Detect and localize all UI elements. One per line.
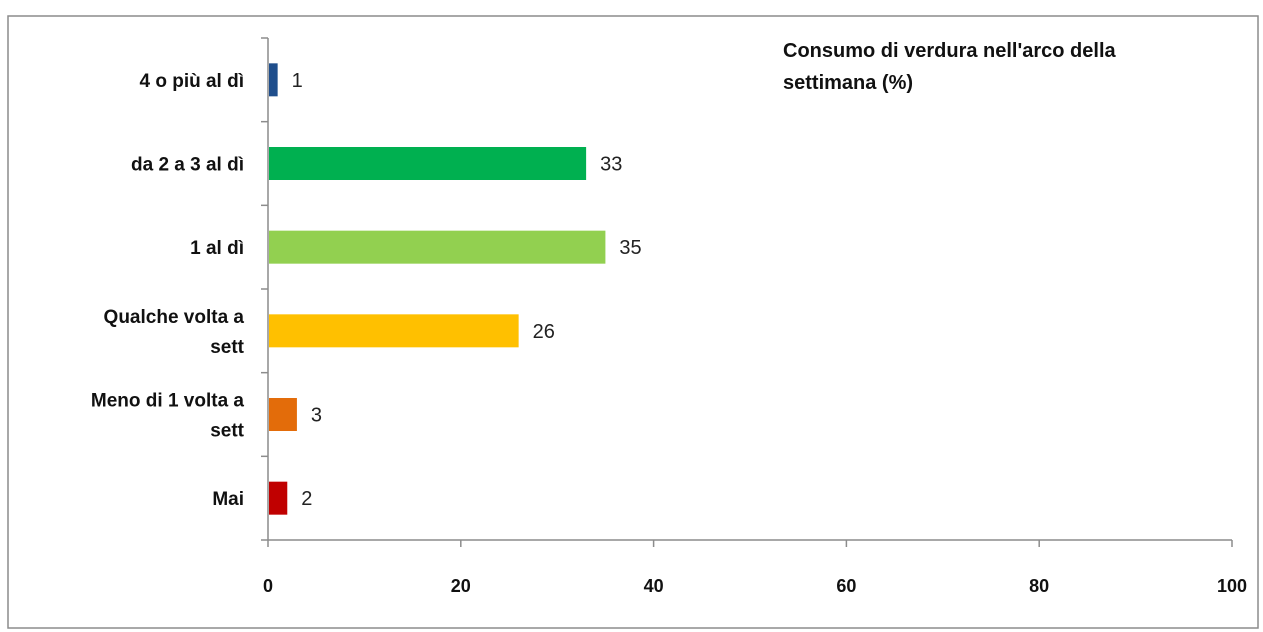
category-label: sett [210,421,244,442]
category-label: sett [210,337,244,358]
x-tick-label: 0 [263,576,273,596]
axes [261,37,1233,547]
bars [269,63,606,515]
chart-title-line: settimana (%) [783,72,913,94]
x-tick-label: 40 [644,576,664,596]
x-tick-label: 60 [836,576,856,596]
data-label: 26 [533,321,555,343]
data-label: 33 [600,154,622,176]
category-labels: 4 o più al dì da 2 a 3 al dì 1 al dì Qualch… [91,71,245,510]
x-tick-label: 80 [1029,576,1049,596]
category-label: Mai [212,489,244,510]
category-label: 4 o più al dì [139,71,244,92]
data-label: 35 [619,237,641,259]
bar [269,481,288,515]
bar [269,314,519,348]
data-label: 2 [301,488,312,510]
bar [269,147,587,180]
category-label: 1 al dì [190,238,244,259]
bar [269,63,278,97]
x-tick-label: 20 [451,576,471,596]
chart-title: Consumo di verdura nell'arco della settim… [783,40,1116,94]
data-label: 1 [292,70,303,92]
category-label: Meno di 1 volta a [91,391,245,412]
category-label: Qualche volta a [104,307,245,328]
x-tick-labels: 0 20 40 60 80 100 [263,576,1247,596]
data-labels: 1 33 35 26 3 2 [292,70,642,510]
category-label: da 2 a 3 al dì [131,155,244,176]
data-label: 3 [311,405,322,427]
bar [269,230,606,264]
bar [269,398,297,431]
chart-title-line: Consumo di verdura nell'arco della [783,40,1116,62]
x-tick-label: 100 [1217,576,1247,596]
chart-border [7,15,1259,629]
